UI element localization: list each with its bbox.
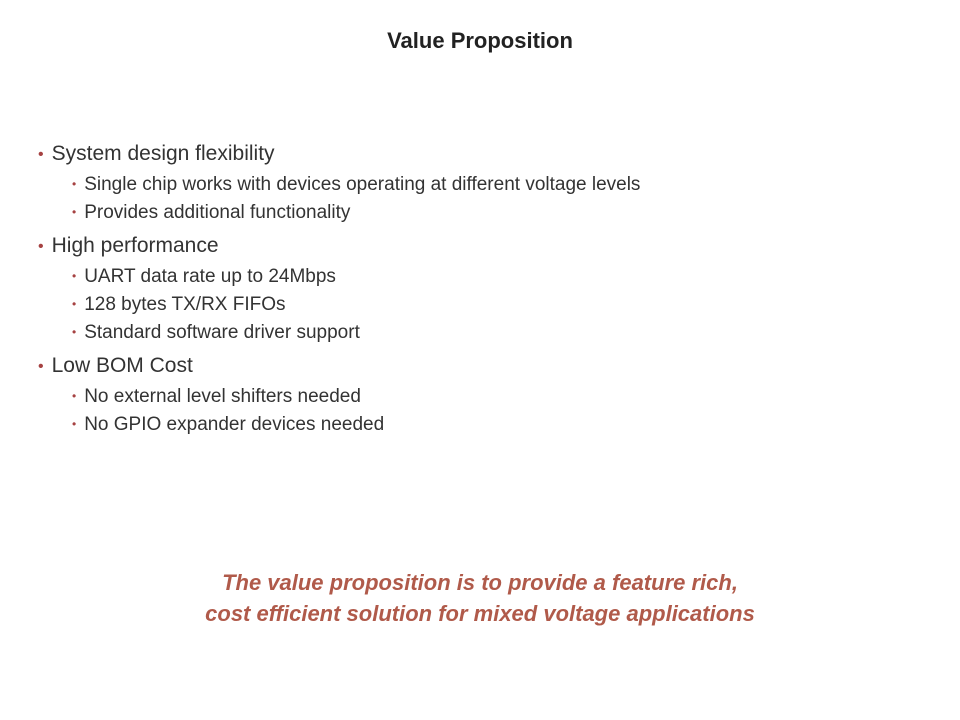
bullet-icon: • bbox=[72, 178, 76, 190]
sub-item-label: 128 bytes TX/RX FIFOs bbox=[84, 294, 285, 316]
main-item: • High performance bbox=[38, 234, 960, 258]
bullet-icon: • bbox=[72, 390, 76, 402]
sub-item-label: No external level shifters needed bbox=[84, 386, 361, 408]
sub-item-label: UART data rate up to 24Mbps bbox=[84, 266, 336, 288]
sub-list: • Single chip works with devices operati… bbox=[38, 174, 960, 224]
sub-list: • No external level shifters needed • No… bbox=[38, 386, 960, 436]
sub-list: • UART data rate up to 24Mbps • 128 byte… bbox=[38, 266, 960, 344]
main-item-label: System design flexibility bbox=[52, 142, 275, 166]
page-title: Value Proposition bbox=[0, 0, 960, 54]
sub-item: • 128 bytes TX/RX FIFOs bbox=[72, 294, 960, 316]
bullet-icon: • bbox=[72, 326, 76, 338]
main-item-label: Low BOM Cost bbox=[52, 354, 193, 378]
sub-item-label: Provides additional functionality bbox=[84, 202, 350, 224]
bullet-list-container: • System design flexibility • Single chi… bbox=[0, 54, 960, 436]
bullet-icon: • bbox=[72, 418, 76, 430]
sub-item: • UART data rate up to 24Mbps bbox=[72, 266, 960, 288]
main-item: • System design flexibility bbox=[38, 142, 960, 166]
summary-line-1: The value proposition is to provide a fe… bbox=[222, 570, 738, 595]
bullet-icon: • bbox=[38, 359, 44, 375]
bullet-icon: • bbox=[72, 270, 76, 282]
sub-item-label: No GPIO expander devices needed bbox=[84, 414, 384, 436]
sub-item: • No GPIO expander devices needed bbox=[72, 414, 960, 436]
sub-item: • Provides additional functionality bbox=[72, 202, 960, 224]
sub-item: • No external level shifters needed bbox=[72, 386, 960, 408]
sub-item-label: Standard software driver support bbox=[84, 322, 360, 344]
sub-item: • Standard software driver support bbox=[72, 322, 960, 344]
summary-text: The value proposition is to provide a fe… bbox=[0, 568, 960, 630]
bullet-icon: • bbox=[38, 239, 44, 255]
summary-line-2: cost efficient solution for mixed voltag… bbox=[205, 601, 755, 626]
sub-item-label: Single chip works with devices operating… bbox=[84, 174, 640, 196]
bullet-icon: • bbox=[38, 147, 44, 163]
bullet-icon: • bbox=[72, 298, 76, 310]
bullet-icon: • bbox=[72, 206, 76, 218]
sub-item: • Single chip works with devices operati… bbox=[72, 174, 960, 196]
main-item: • Low BOM Cost bbox=[38, 354, 960, 378]
main-item-label: High performance bbox=[52, 234, 219, 258]
